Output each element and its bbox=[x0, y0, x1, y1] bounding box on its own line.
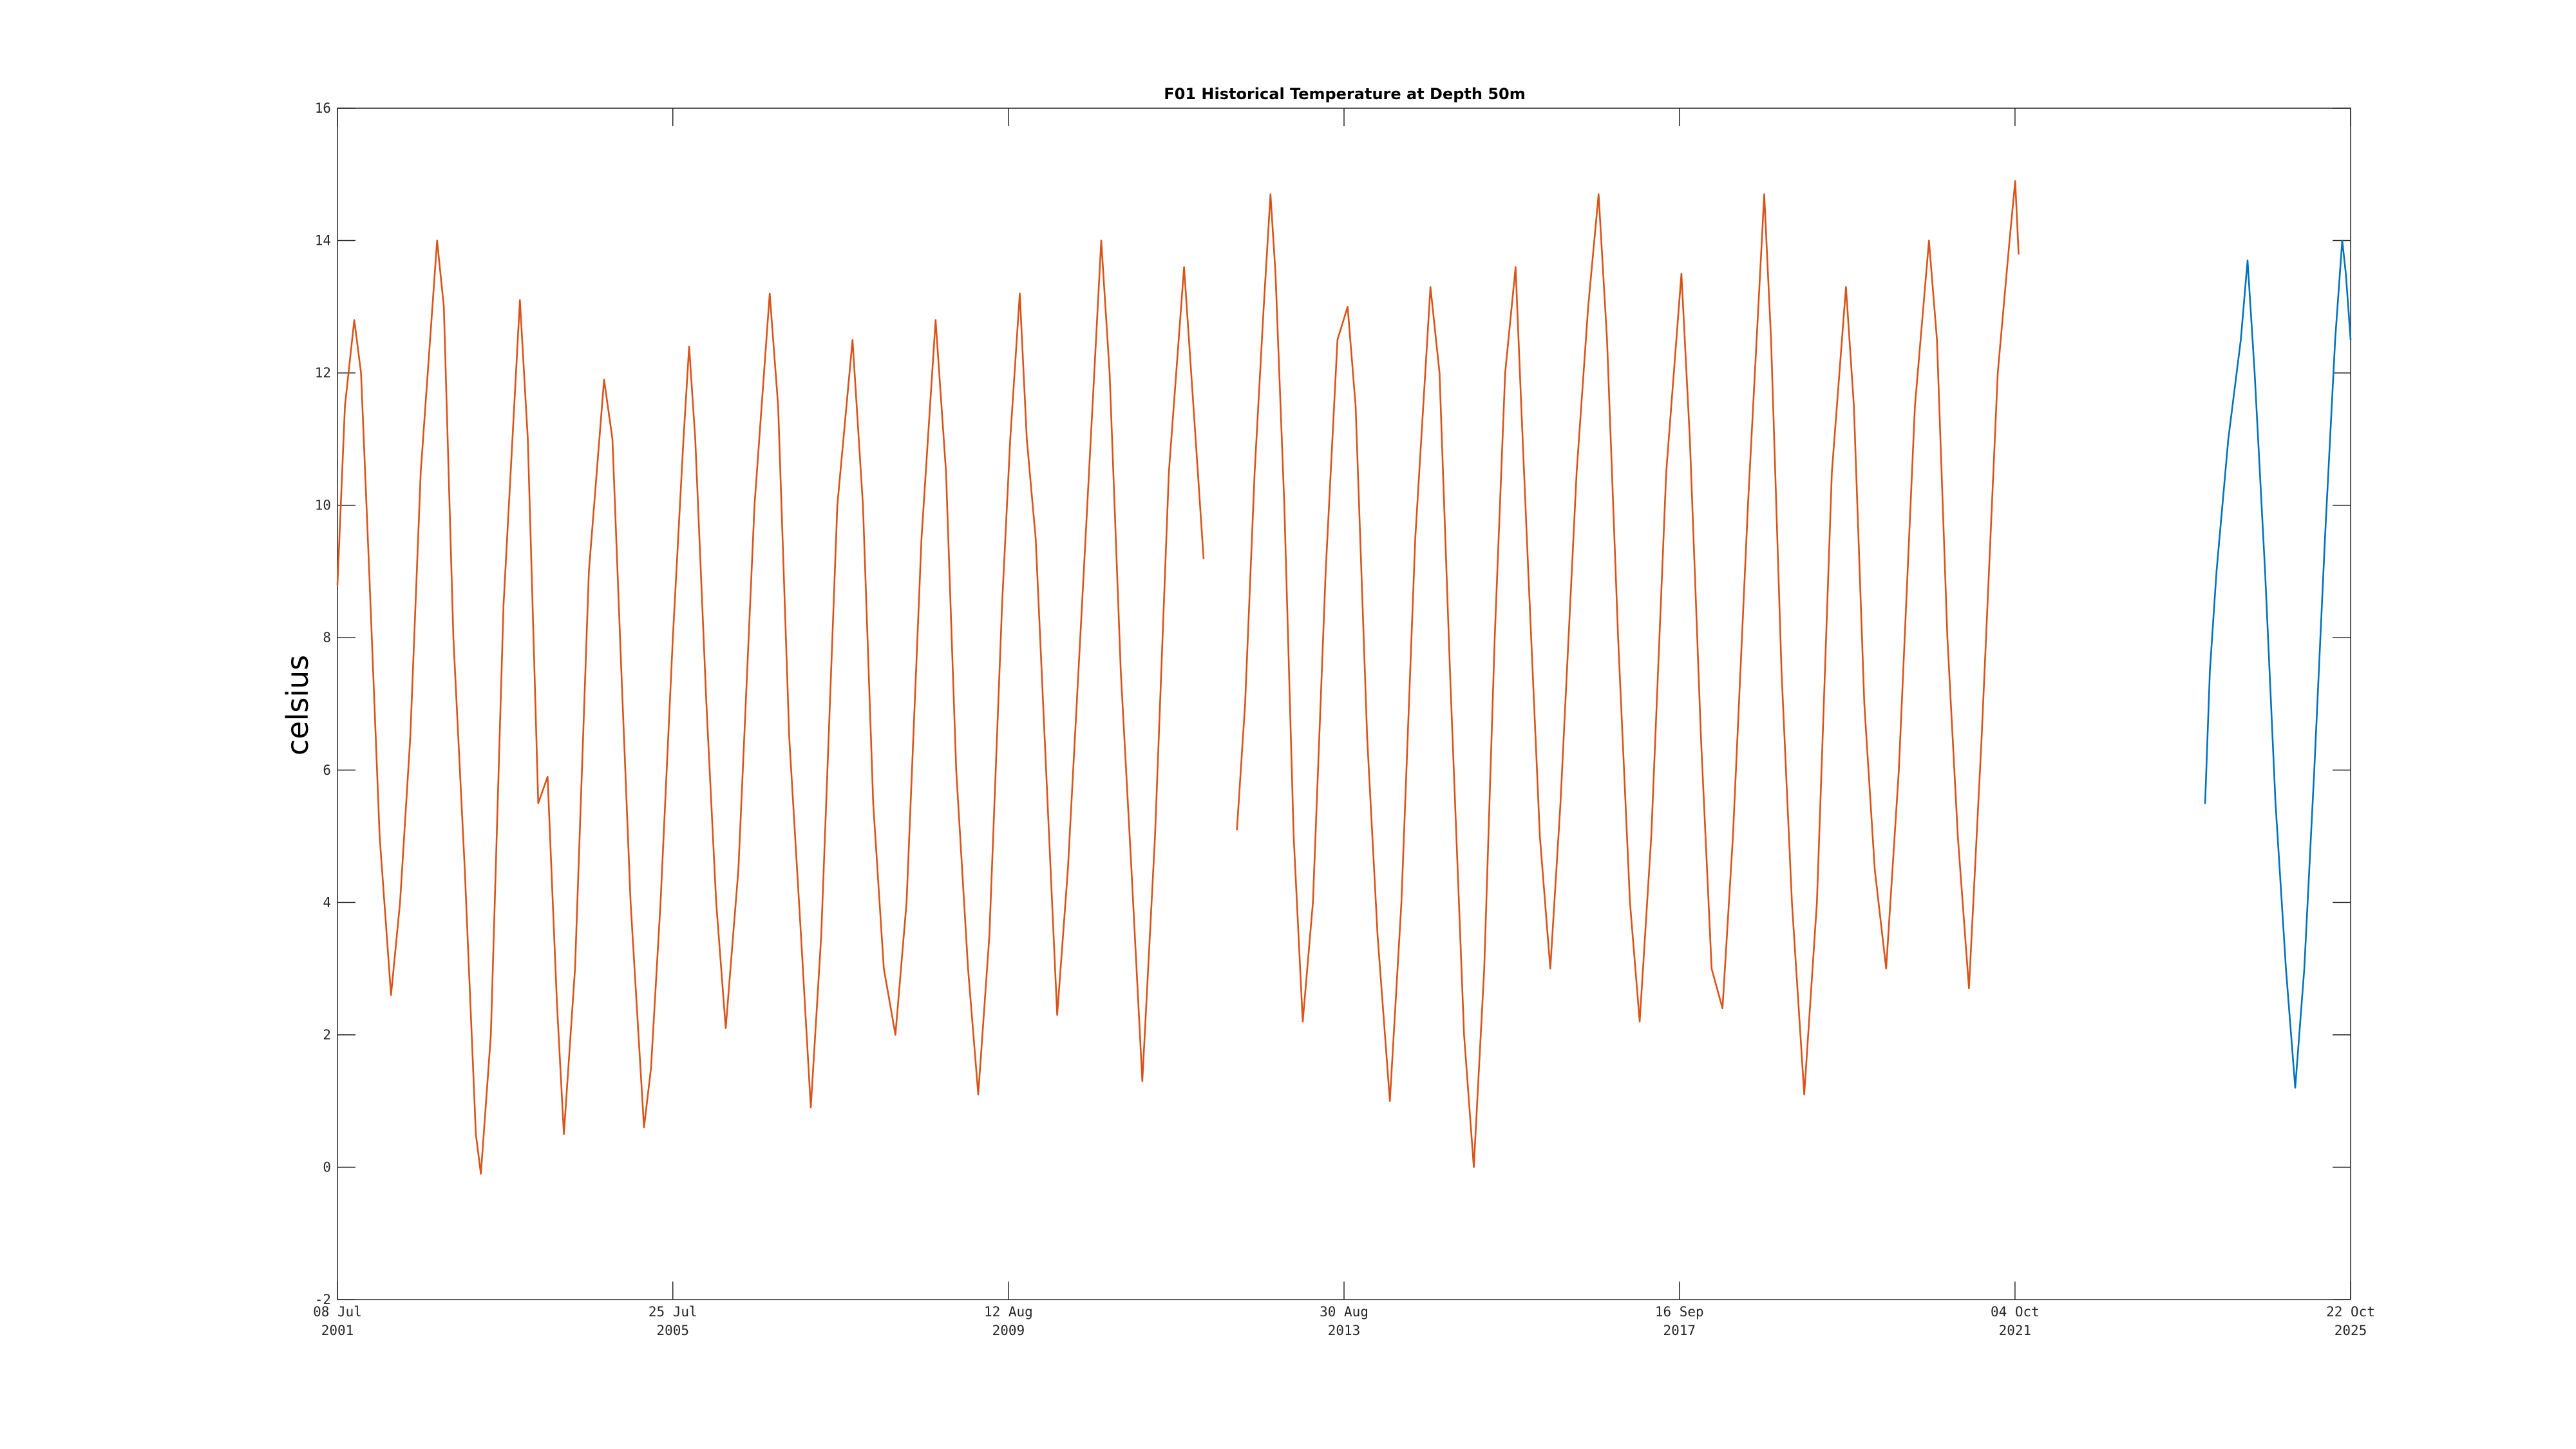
y-tick-label: 4 bbox=[323, 895, 331, 910]
y-axis: -2 0 2 4 6 8 10 12 14 16 bbox=[315, 100, 2351, 1307]
x-tick-label-year: 2021 bbox=[1999, 1323, 2032, 1338]
series-2-line-segment bbox=[2204, 240, 2352, 1089]
y-tick-label: 6 bbox=[323, 762, 331, 778]
y-tick-label: 10 bbox=[315, 498, 331, 513]
series-layer bbox=[336, 180, 2352, 1175]
x-tick-label-day: 04 Oct bbox=[1991, 1304, 2040, 1320]
series-1-line-segment bbox=[1236, 180, 2020, 1168]
y-tick-label: 8 bbox=[323, 630, 331, 645]
y-tick-label: 16 bbox=[315, 100, 331, 116]
x-tick-label-day: 25 Jul bbox=[649, 1304, 697, 1320]
y-tick-label: 14 bbox=[315, 233, 331, 249]
x-tick-label-year: 2025 bbox=[2334, 1323, 2367, 1338]
x-tick-label-day: 08 Jul bbox=[313, 1304, 362, 1320]
x-tick-label-day: 16 Sep bbox=[1655, 1304, 1704, 1320]
x-tick-label-day: 12 Aug bbox=[984, 1304, 1033, 1320]
plot-area bbox=[337, 108, 2351, 1300]
series-1-line-segment bbox=[336, 240, 1205, 1175]
x-tick-label-year: 2017 bbox=[1663, 1323, 1696, 1338]
y-tick-label: 0 bbox=[323, 1159, 331, 1175]
x-tick-label-year: 2009 bbox=[992, 1323, 1025, 1338]
x-tick-label-day: 30 Aug bbox=[1320, 1304, 1368, 1320]
x-tick-label-year: 2005 bbox=[656, 1323, 689, 1338]
chart-title: F01 Historical Temperature at Depth 50m bbox=[1164, 85, 1525, 103]
x-tick-label-year: 2013 bbox=[1328, 1323, 1361, 1338]
x-axis: 08 Jul 2001 25 Jul 2005 12 Aug 2009 30 Aug 2013… bbox=[313, 108, 2375, 1338]
x-tick-label-year: 2001 bbox=[321, 1323, 354, 1338]
y-tick-label: 12 bbox=[315, 365, 331, 381]
x-tick-label-day: 22 Oct bbox=[2326, 1304, 2375, 1320]
y-tick-label: -2 bbox=[315, 1292, 331, 1307]
y-tick-label: 2 bbox=[323, 1027, 331, 1043]
y-axis-label: celsius bbox=[280, 655, 315, 755]
